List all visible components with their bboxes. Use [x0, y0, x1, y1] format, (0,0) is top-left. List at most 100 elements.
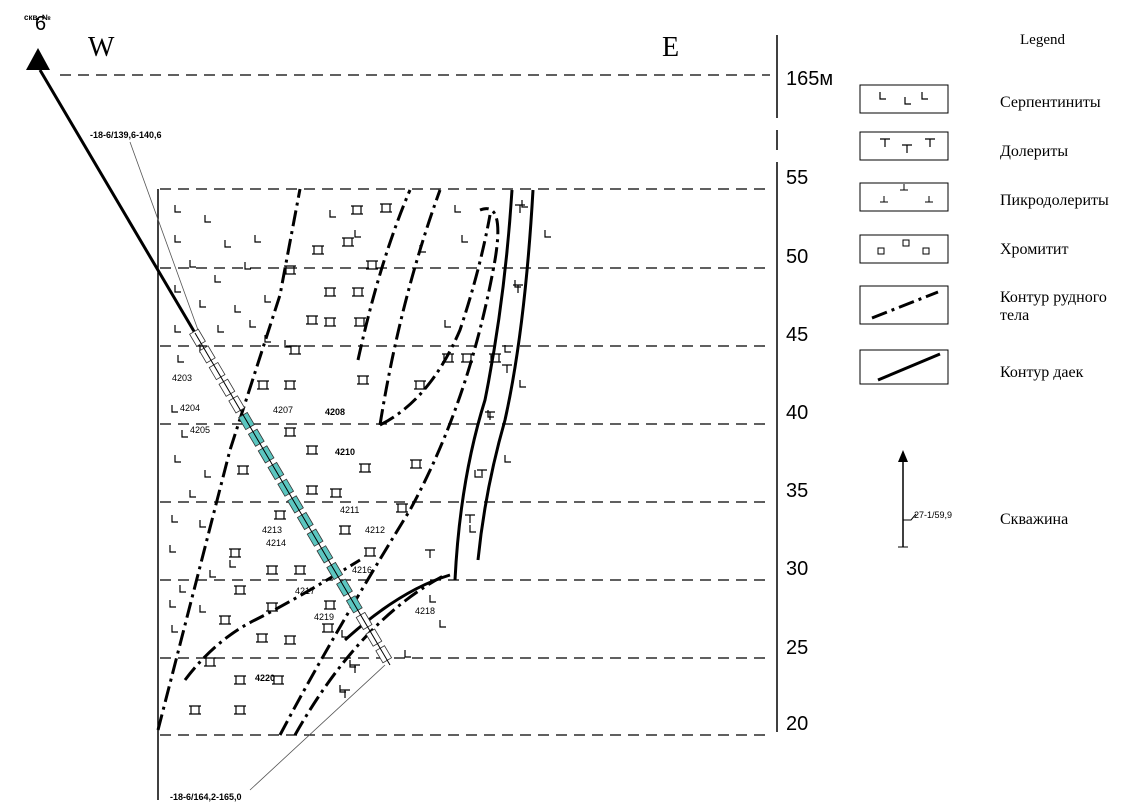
borehole	[26, 48, 392, 790]
chromitite-symbol	[306, 446, 318, 454]
sample-label: 4205	[190, 425, 210, 435]
serpentinite-symbol	[488, 410, 494, 417]
sample-label: 4203	[172, 373, 192, 383]
chromitite-symbol	[294, 566, 306, 574]
borehole-axis	[195, 333, 390, 665]
chromitite-symbol	[352, 288, 364, 296]
dolerite-symbol	[425, 550, 435, 558]
serpentinite-symbol	[175, 235, 181, 242]
chromitite-symbol	[274, 511, 286, 519]
serpentinite-symbol	[215, 275, 221, 282]
sample-label: 4218	[415, 606, 435, 616]
chromitite-symbol	[364, 548, 376, 556]
chromitite-symbol	[396, 504, 408, 512]
legend-item: Контур даек	[1000, 364, 1084, 381]
chromitite-symbol	[461, 354, 473, 362]
direction: E	[662, 32, 679, 63]
serpentinite-symbol	[255, 235, 261, 242]
core-label: -18-6/164,2-165,0	[170, 792, 242, 802]
elevation-label: 35	[786, 480, 808, 502]
chromitite-symbol	[284, 381, 296, 389]
serpentinite-symbol	[175, 455, 181, 462]
chromitite-symbol	[266, 566, 278, 574]
chromitite-symbol	[234, 676, 246, 684]
serpentinite-symbol	[190, 490, 196, 497]
legend-item: тела	[1000, 307, 1029, 324]
well-number: 6	[35, 13, 46, 35]
serpentinite-symbol	[545, 230, 551, 237]
sample-label: 4219	[314, 612, 334, 622]
chromitite-symbol	[257, 381, 269, 389]
sample-label: 4213	[262, 525, 282, 535]
serpentinite-symbol	[205, 470, 211, 477]
serpentinite-symbol	[190, 260, 196, 267]
serpentinite-symbol	[172, 515, 178, 522]
contours	[158, 189, 533, 735]
elevation-label: 50	[786, 246, 808, 268]
chromitite-symbol	[284, 266, 296, 274]
serpentinite-symbol	[180, 585, 186, 592]
chromitite-symbol	[284, 636, 296, 644]
sample-label: 4214	[266, 538, 286, 548]
chromitite-symbol	[414, 381, 426, 389]
sample-label: 4212	[365, 525, 385, 535]
serpentinite-symbol	[175, 285, 181, 292]
serpentinite-symbol	[505, 455, 511, 462]
chromitite-symbol	[324, 601, 336, 609]
elevation-label: 55	[786, 167, 808, 189]
legend	[860, 85, 948, 547]
sample-label: 4204	[180, 403, 200, 413]
chromitite-symbol	[312, 246, 324, 254]
elevation-label: 40	[786, 402, 808, 424]
chromitite-symbol	[256, 634, 268, 642]
elevation-label: 165м	[786, 68, 833, 90]
serpentinite-symbol	[522, 200, 528, 207]
chromitite-symbol	[229, 549, 241, 557]
chromitite-symbol	[339, 526, 351, 534]
chromitite-symbol	[284, 428, 296, 436]
chromitite-symbol	[306, 486, 318, 494]
elevation-label: 30	[786, 558, 808, 580]
chromitite-symbol	[189, 706, 201, 714]
serpentinite-symbol	[170, 545, 176, 552]
chromitite-symbol	[324, 288, 336, 296]
serpentinite-symbol	[200, 300, 206, 307]
sample-label: 4216	[352, 565, 372, 575]
dolerite-symbol	[502, 365, 512, 373]
legend-item: Хромитит	[1000, 241, 1068, 258]
serpentinite-symbol	[462, 235, 468, 242]
chromitite-symbol	[237, 466, 249, 474]
serpentinite-symbol	[250, 320, 256, 327]
serpentinite-symbol	[475, 470, 481, 477]
serpentinite-symbol	[265, 295, 271, 302]
chromitite-symbol	[380, 204, 392, 212]
serpentinite-symbol	[178, 355, 184, 362]
chromitite-symbol	[306, 316, 318, 324]
serpentinite-symbol	[172, 625, 178, 632]
chromitite-symbol	[489, 354, 501, 362]
serpentinite-symbol	[205, 215, 211, 222]
chromitite-symbol	[324, 318, 336, 326]
elevation-label: 25	[786, 637, 808, 659]
serpentinite-symbol	[430, 595, 436, 602]
chromitite-symbol	[354, 318, 366, 326]
chromitite-symbol	[204, 658, 216, 666]
serpentinite-symbol	[200, 520, 206, 527]
chromitite-symbol	[410, 460, 422, 468]
dolerite-symbol	[350, 665, 360, 673]
serpentinite-symbol	[520, 380, 526, 387]
dolerite-symbol	[485, 412, 495, 420]
serpentinite-symbol	[330, 210, 336, 217]
grid	[60, 35, 777, 800]
serpentinite-symbol	[470, 525, 476, 532]
chromitite-symbol	[322, 624, 334, 632]
core-label: -18-6/139,6-140,6	[90, 130, 162, 140]
serpentinite-symbol	[455, 205, 461, 212]
legend-title: Legend	[1020, 32, 1065, 48]
chromitite-symbol	[357, 376, 369, 384]
serpentinite-symbol	[342, 630, 348, 637]
cross-section: скв. №6WE165м5550454035302520-18-6/139,6…	[0, 0, 1147, 805]
serpentinite-symbol	[218, 325, 224, 332]
serpentinite-symbol	[440, 620, 446, 627]
serpentinite-symbol	[182, 430, 188, 437]
